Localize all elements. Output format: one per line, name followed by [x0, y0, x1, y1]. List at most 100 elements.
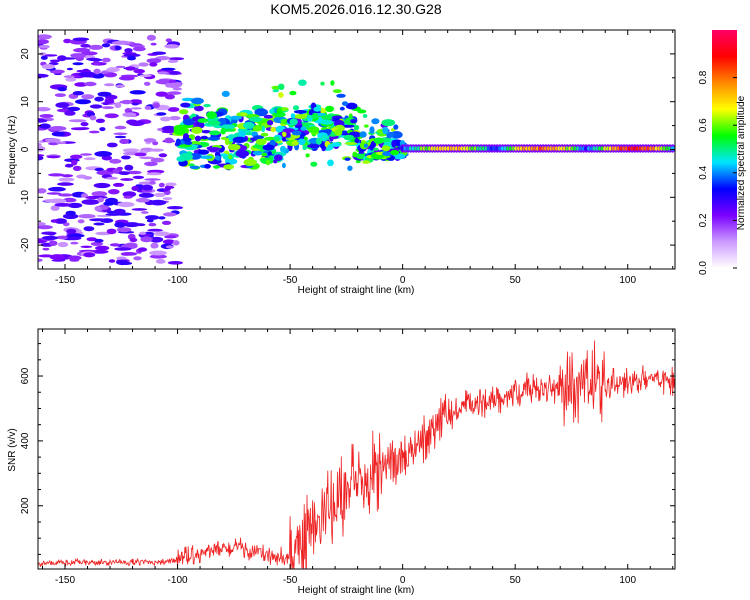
heatmap-cell	[164, 137, 174, 144]
heatmap-cell	[108, 259, 116, 263]
heatmap-cell	[62, 213, 79, 220]
heatmap-cell	[139, 156, 155, 160]
heatmap-cell	[381, 145, 391, 152]
heatmap-cell	[104, 98, 115, 104]
heatmap-cell	[144, 178, 161, 181]
heatmap-cell	[38, 222, 46, 226]
heatmap-cell	[114, 247, 132, 251]
heatmap-cell	[345, 102, 358, 110]
heatmap-cell	[362, 114, 368, 118]
heatmap-cell	[48, 186, 66, 192]
heatmap-cell	[54, 203, 72, 207]
heatmap-cell	[129, 90, 146, 95]
snr-x-tick-label: -50	[283, 575, 298, 586]
heatmap-cell	[172, 87, 183, 91]
heatmap-cell	[89, 104, 103, 109]
heatmap-cell	[139, 231, 147, 235]
heatmap-cell	[130, 107, 142, 110]
heatmap-cell	[132, 175, 145, 179]
heatmap-cell	[150, 242, 159, 249]
heatmap-cell	[72, 91, 85, 96]
heatmap-cell	[149, 62, 158, 67]
heatmap-cell	[127, 170, 142, 175]
heatmap-cell	[330, 80, 335, 86]
heatmap-cell	[381, 119, 396, 127]
heatmap-cell	[102, 102, 109, 106]
heatmap-cell	[42, 235, 59, 240]
heatmap-cell	[175, 138, 181, 147]
heatmap-cell	[38, 107, 51, 112]
heatmap-cell	[65, 77, 77, 82]
snr-x-ticks: -150 -100 -50 0 50 100	[42, 329, 674, 586]
heatmap-cell	[109, 158, 122, 164]
heatmap-cell	[97, 91, 112, 97]
heatmap-cell	[90, 241, 103, 246]
heatmap-cell	[106, 210, 116, 214]
heatmap-cell	[219, 153, 229, 157]
heatmap-cell	[84, 81, 97, 87]
heatmap-cell	[243, 121, 255, 129]
heatmap-cell	[141, 184, 153, 191]
colorbar: 0.0 0.2 0.4 0.6 0.8 Normalized spectral ampl…	[698, 30, 747, 275]
heatmap-cell	[57, 86, 67, 92]
heatmap-cell	[81, 94, 95, 100]
heatmap-cell	[190, 97, 204, 105]
snr-x-axis-label: Height of straight line (km)	[298, 585, 415, 596]
heatmap-cell	[167, 59, 179, 64]
heatmap-cell	[298, 138, 306, 146]
heatmap-y-tick-label: 10	[20, 96, 31, 108]
heatmap-cell	[160, 116, 172, 122]
heatmap-cell	[172, 240, 180, 246]
heatmap-cell	[357, 153, 365, 158]
heatmap-cell	[280, 145, 286, 153]
heatmap-cell	[118, 76, 135, 81]
heatmap-x-axis-label: Height of straight line (km)	[298, 285, 415, 296]
heatmap-cell	[114, 45, 122, 51]
heatmap-cell	[382, 151, 393, 157]
heatmap-cell	[57, 241, 69, 248]
heatmap-cell	[382, 126, 389, 135]
heatmap-cell	[64, 110, 76, 116]
heatmap-cell	[67, 236, 82, 241]
heatmap-cell	[274, 154, 283, 161]
heatmap-cell	[150, 157, 165, 163]
heatmap-cell	[164, 235, 177, 239]
heatmap-cell	[38, 142, 42, 147]
heatmap-cell	[115, 84, 125, 88]
heatmap-cell	[369, 144, 374, 151]
heatmap-y-tick-label: -20	[20, 237, 31, 252]
heatmap-cell	[144, 161, 158, 167]
heatmap-cell	[50, 219, 59, 223]
heatmap-cell	[166, 91, 182, 95]
heatmap-cell	[178, 109, 189, 115]
heatmap-cell	[48, 198, 67, 204]
heatmap-cell	[103, 201, 115, 206]
heatmap-cell	[307, 117, 313, 122]
heatmap-cell	[267, 120, 274, 126]
heatmap-cell	[38, 146, 46, 152]
heatmap-cell	[327, 144, 334, 148]
heatmap-cell	[108, 189, 120, 195]
heatmap-cell	[321, 134, 328, 142]
heatmap-cell	[248, 116, 263, 122]
heatmap-cell	[149, 254, 167, 259]
heatmap-cell	[133, 69, 145, 74]
heatmap-cell	[302, 145, 308, 151]
heatmap-cell	[260, 132, 269, 137]
heatmap-cell	[179, 144, 192, 148]
heatmap-cell	[49, 59, 61, 63]
heatmap-cell	[293, 114, 308, 119]
heatmap-cell	[38, 44, 50, 49]
heatmap-cell	[363, 143, 368, 148]
heatmap-cell	[116, 227, 132, 233]
heatmap-cell	[265, 159, 271, 166]
heatmap-cell	[72, 165, 82, 171]
heatmap-cell	[106, 228, 117, 235]
heatmap-cell	[48, 126, 67, 131]
heatmap-cell	[71, 159, 78, 166]
heatmap-cell	[161, 130, 175, 134]
colorbar-tick-label: 0.2	[698, 213, 709, 227]
heatmap-cell	[341, 101, 349, 106]
heatmap-cell	[253, 135, 265, 140]
